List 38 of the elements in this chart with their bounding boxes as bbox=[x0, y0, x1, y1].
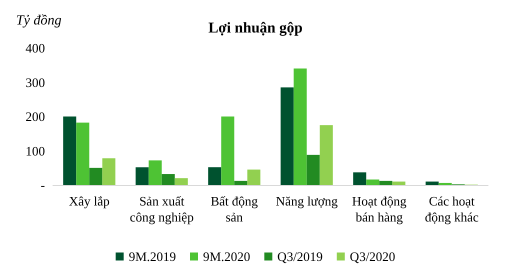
y-tick-label: 300 bbox=[26, 74, 45, 90]
bar bbox=[162, 174, 175, 185]
legend-label: 9M.2020 bbox=[203, 249, 250, 264]
bar bbox=[280, 87, 294, 185]
x-tick-label: Xây lắp bbox=[68, 194, 110, 208]
y-tick-label: 400 bbox=[26, 40, 45, 56]
x-tick-label: Bất động sản bbox=[210, 194, 258, 224]
bar bbox=[89, 168, 102, 185]
y-tick-label: - bbox=[40, 178, 45, 192]
x-tick-label: Hoạt động bán hàng bbox=[352, 194, 408, 224]
legend-label: 9M.2019 bbox=[128, 249, 176, 264]
x-tick-label: Các hoạt động khác bbox=[424, 194, 479, 224]
bar bbox=[63, 116, 76, 185]
legend-label: Q3/2020 bbox=[350, 249, 396, 264]
bar bbox=[247, 170, 260, 185]
bar bbox=[76, 122, 90, 185]
chart-title: Lợi nhuận gộp bbox=[208, 20, 303, 36]
bar bbox=[426, 182, 439, 185]
y-tick-label: 100 bbox=[26, 143, 45, 158]
bar bbox=[353, 172, 366, 185]
bar bbox=[379, 180, 392, 185]
bar bbox=[221, 116, 234, 185]
bar bbox=[392, 182, 406, 185]
bar bbox=[174, 178, 188, 185]
bar bbox=[208, 167, 222, 185]
x-tick-label: Sản xuất công nghiệp bbox=[130, 194, 194, 224]
bar bbox=[136, 167, 149, 185]
bar bbox=[102, 158, 116, 185]
legend-label: Q3/2019 bbox=[277, 249, 323, 264]
bar bbox=[306, 154, 320, 185]
y-axis-title: Tỷ đồng bbox=[16, 14, 62, 28]
bar bbox=[366, 180, 380, 185]
y-tick-label: 200 bbox=[26, 109, 45, 124]
bar bbox=[320, 125, 333, 185]
x-tick-label: Năng lượng bbox=[276, 194, 338, 208]
bar bbox=[148, 160, 162, 185]
bar bbox=[294, 68, 307, 185]
bar bbox=[234, 180, 248, 185]
